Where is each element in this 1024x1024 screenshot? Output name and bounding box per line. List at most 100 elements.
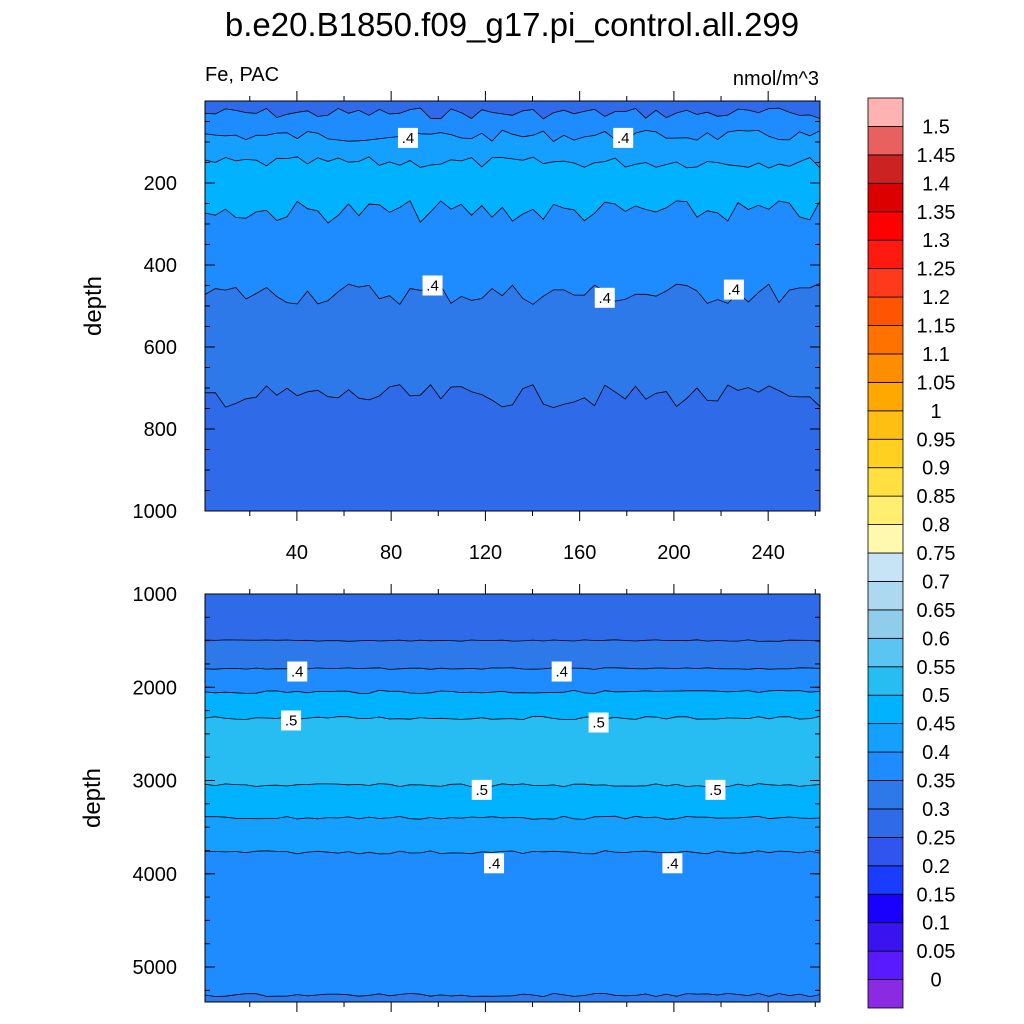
contour-line (205, 667, 820, 670)
x-tick-label: 120 (469, 542, 502, 564)
colorbar-box (867, 552, 904, 582)
contour-band (205, 850, 820, 1002)
colorbar-box (867, 780, 904, 810)
colorbar-box (867, 865, 904, 895)
contour-label-box (471, 779, 492, 800)
colorbar-label: 1.45 (917, 145, 956, 167)
colorbar-label: 0.45 (917, 714, 956, 736)
contour-label-box (287, 661, 308, 682)
contour-label: .4 (555, 664, 568, 681)
colorbar-box (867, 666, 904, 696)
colorbar-box (867, 97, 904, 127)
contour-line (205, 715, 820, 721)
colorbar-label: 1.35 (917, 202, 956, 224)
colorbar-label: 1.2 (922, 287, 950, 309)
contour-line (205, 200, 820, 224)
contour-line (205, 129, 820, 143)
contour-line (205, 815, 820, 820)
colorbar-box (867, 979, 904, 1009)
units-label: nmol/m^3 (732, 68, 819, 90)
colorbar-box (867, 182, 904, 213)
contour-label: .5 (592, 715, 605, 732)
contour-label: .4 (617, 130, 630, 147)
colorbar-box (867, 467, 904, 497)
colorbar-box (867, 637, 904, 668)
contour-line (205, 639, 820, 642)
contour-line (205, 283, 820, 305)
upper-panel: .4 .4 .4 .4 .4 200 400 600 800 1000 40 80 120 160 200 2… (80, 91, 821, 564)
colorbar-box (867, 154, 904, 184)
colorbar-box (867, 751, 904, 781)
contour-label-box (281, 710, 302, 731)
lower-panel: .4 .4 .5 .5 .5 .5 .4 .4 1000 2000 3000 4000 5000 dept… (79, 584, 821, 1012)
contour-label-box (705, 779, 726, 800)
colorbar-label: 0.65 (917, 600, 956, 622)
contour-label: .4 (291, 664, 304, 681)
colorbar-box (867, 524, 904, 554)
x-tick-label: 40 (286, 542, 308, 564)
y-axis-title: depth (79, 768, 106, 828)
colorbar-box (867, 239, 904, 270)
contour-line (205, 156, 820, 169)
contour-area (205, 101, 820, 511)
contour-label-box (594, 287, 615, 308)
colorbar-label: 0.85 (917, 486, 956, 508)
y-tick-label: 200 (144, 173, 177, 195)
colorbar-label: 1.5 (922, 116, 950, 138)
contour-label: .4 (666, 855, 679, 872)
chart-title: b.e20.B1850.f09_g17.pi_control.all.299 (224, 6, 800, 43)
y-tick-label: 600 (144, 337, 177, 359)
plot-frame (204, 593, 821, 1003)
colorbar-box (867, 410, 904, 440)
y-axis-title: depth (80, 276, 107, 336)
y-tick-label: 800 (144, 419, 177, 441)
y-tick-label: 4000 (133, 864, 178, 886)
contour-label: .4 (488, 855, 501, 872)
contour-label: .4 (728, 282, 741, 299)
colorbar-label: 0.1 (922, 913, 950, 935)
colorbar-box (867, 808, 904, 838)
colorbar-label: 0.15 (917, 884, 956, 906)
contour-area (205, 594, 820, 1002)
x-tick-label: 160 (563, 542, 596, 564)
colorbar-label: 1.25 (917, 259, 956, 281)
contour-label-box (551, 661, 572, 682)
colorbar-box (867, 296, 904, 326)
colorbar-label: 0.55 (917, 657, 956, 679)
colorbar-box (867, 268, 904, 298)
contour-label: .4 (426, 278, 439, 295)
colorbar-box (867, 694, 904, 725)
y-tick-label: 5000 (133, 957, 178, 979)
colorbar-box (867, 211, 904, 241)
colorbar-box (867, 723, 904, 753)
contour-line (205, 384, 820, 409)
colorbar-label: 0.95 (917, 429, 956, 451)
colorbar-label: 0.3 (922, 799, 950, 821)
colorbar-box (867, 126, 904, 156)
colorbar-label: 1.05 (917, 372, 956, 394)
colorbar-box (867, 893, 904, 924)
colorbar-box (867, 381, 904, 412)
colorbar-label: 0.2 (922, 856, 950, 878)
contour-label-box (613, 127, 634, 148)
contour-band (205, 384, 820, 511)
y-tick-label: 3000 (133, 771, 178, 793)
colorbar-box (867, 325, 904, 355)
colorbar-label: 1 (930, 401, 941, 423)
contour-label-box (723, 279, 744, 300)
colorbar-label: 0.6 (922, 628, 950, 650)
contour-line (205, 107, 820, 120)
contour-band (205, 993, 820, 1002)
colorbar-label: 1.15 (917, 316, 956, 338)
colorbar-label: 0.35 (917, 771, 956, 793)
y-tick-label: 1000 (133, 501, 178, 523)
colorbar-box (867, 495, 904, 525)
contour-label-box (397, 127, 418, 148)
colorbar-box (867, 438, 904, 469)
contour-label-box (588, 712, 609, 733)
colorbar-box (867, 922, 904, 952)
colorbar-label: 0.9 (922, 458, 950, 480)
colorbar-label: 0.5 (922, 685, 950, 707)
contour-label-box (662, 853, 683, 874)
